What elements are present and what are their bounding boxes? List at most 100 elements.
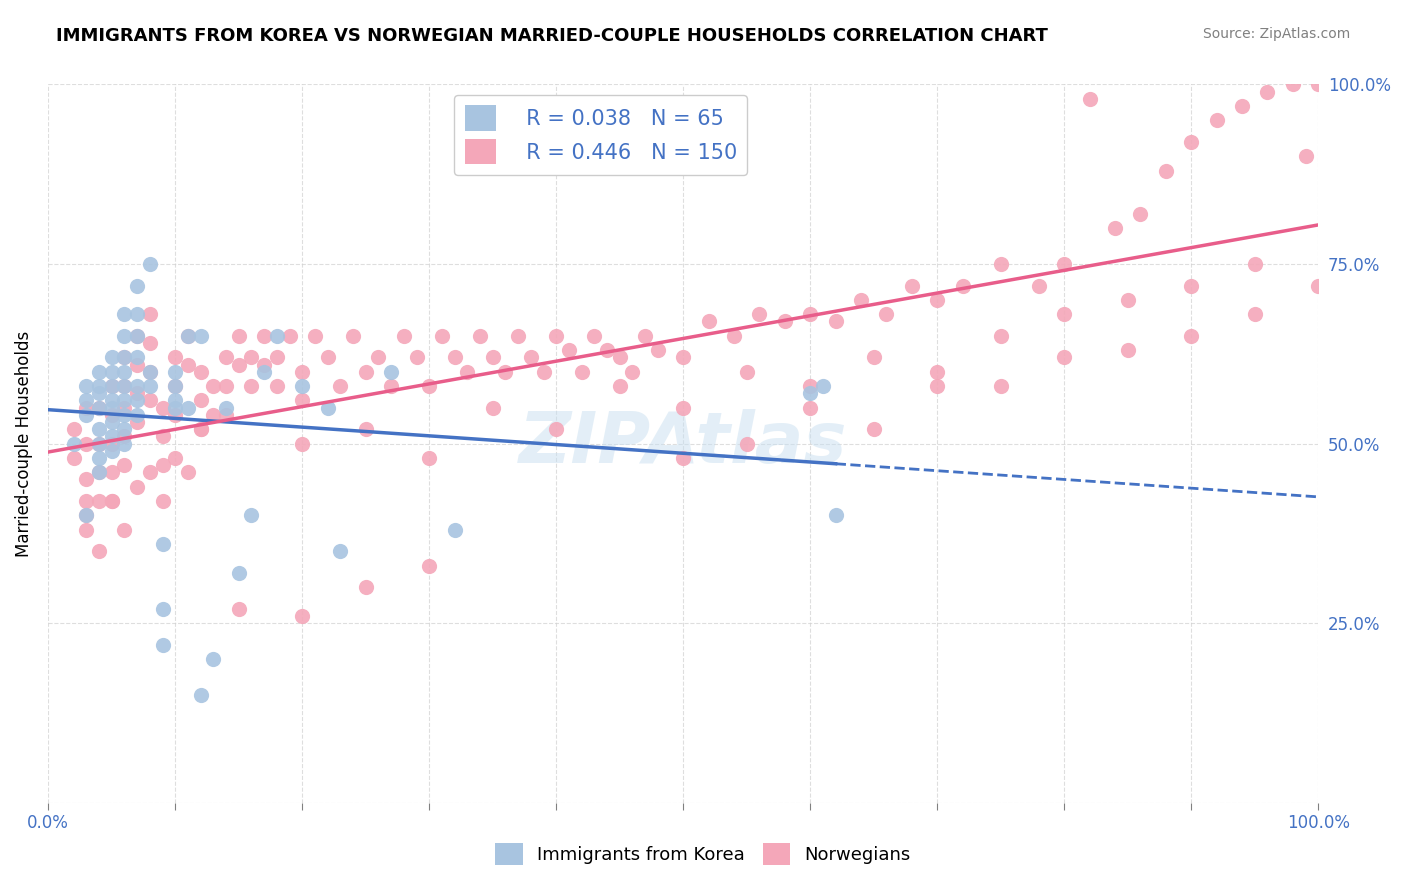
Point bbox=[152, 601, 174, 615]
Point bbox=[596, 343, 619, 358]
Point bbox=[152, 638, 174, 652]
Point bbox=[609, 379, 631, 393]
Point bbox=[75, 523, 97, 537]
Point bbox=[367, 351, 389, 365]
Point bbox=[418, 379, 440, 393]
Point bbox=[165, 393, 187, 408]
Point bbox=[87, 386, 110, 401]
Point bbox=[481, 351, 503, 365]
Point bbox=[354, 365, 377, 379]
Point bbox=[190, 393, 212, 408]
Point bbox=[266, 351, 288, 365]
Point bbox=[101, 365, 124, 379]
Point bbox=[75, 472, 97, 486]
Point bbox=[329, 379, 352, 393]
Point bbox=[927, 379, 949, 393]
Point bbox=[101, 379, 124, 393]
Point bbox=[291, 608, 314, 623]
Point bbox=[165, 379, 187, 393]
Point bbox=[75, 494, 97, 508]
Point bbox=[405, 351, 427, 365]
Point bbox=[1053, 351, 1076, 365]
Text: Source: ZipAtlas.com: Source: ZipAtlas.com bbox=[1202, 27, 1350, 41]
Point bbox=[127, 278, 149, 293]
Point bbox=[127, 351, 149, 365]
Point bbox=[1116, 343, 1139, 358]
Point bbox=[215, 379, 238, 393]
Point bbox=[87, 465, 110, 479]
Point bbox=[354, 422, 377, 436]
Point bbox=[990, 379, 1012, 393]
Point bbox=[127, 328, 149, 343]
Point bbox=[152, 458, 174, 472]
Point bbox=[1230, 99, 1253, 113]
Point bbox=[354, 580, 377, 594]
Point bbox=[87, 422, 110, 436]
Point bbox=[127, 307, 149, 321]
Point bbox=[114, 429, 136, 443]
Point bbox=[139, 465, 162, 479]
Point bbox=[952, 278, 974, 293]
Point bbox=[1053, 257, 1076, 271]
Point bbox=[190, 422, 212, 436]
Point bbox=[152, 537, 174, 551]
Point bbox=[75, 408, 97, 422]
Point bbox=[1243, 257, 1265, 271]
Legend:   R = 0.038   N = 65,   R = 0.446   N = 150: R = 0.038 N = 65, R = 0.446 N = 150 bbox=[454, 95, 747, 175]
Point bbox=[571, 365, 593, 379]
Point bbox=[114, 458, 136, 472]
Point bbox=[1180, 135, 1202, 149]
Point bbox=[1295, 149, 1317, 163]
Point bbox=[101, 351, 124, 365]
Point bbox=[114, 351, 136, 365]
Point bbox=[773, 314, 796, 328]
Point bbox=[101, 494, 124, 508]
Point bbox=[253, 365, 276, 379]
Point bbox=[127, 379, 149, 393]
Point bbox=[811, 379, 834, 393]
Point bbox=[127, 393, 149, 408]
Point bbox=[215, 408, 238, 422]
Point bbox=[392, 328, 415, 343]
Point bbox=[87, 465, 110, 479]
Point bbox=[190, 328, 212, 343]
Point bbox=[87, 450, 110, 465]
Point bbox=[329, 544, 352, 558]
Point bbox=[380, 365, 402, 379]
Point bbox=[127, 328, 149, 343]
Point bbox=[735, 436, 758, 450]
Point bbox=[139, 379, 162, 393]
Point bbox=[75, 436, 97, 450]
Point bbox=[1282, 78, 1305, 92]
Point bbox=[799, 307, 821, 321]
Point bbox=[266, 379, 288, 393]
Point bbox=[291, 436, 314, 450]
Point bbox=[1180, 328, 1202, 343]
Point bbox=[253, 358, 276, 372]
Point bbox=[62, 450, 84, 465]
Point bbox=[127, 480, 149, 494]
Point bbox=[672, 450, 695, 465]
Point bbox=[114, 351, 136, 365]
Point bbox=[862, 351, 884, 365]
Point bbox=[177, 465, 200, 479]
Point bbox=[1078, 92, 1101, 106]
Point bbox=[75, 401, 97, 415]
Point bbox=[62, 436, 84, 450]
Point bbox=[495, 365, 517, 379]
Point bbox=[127, 415, 149, 429]
Point bbox=[228, 358, 250, 372]
Point bbox=[291, 365, 314, 379]
Point bbox=[101, 393, 124, 408]
Point bbox=[215, 401, 238, 415]
Point bbox=[87, 436, 110, 450]
Point bbox=[1053, 307, 1076, 321]
Point bbox=[546, 328, 568, 343]
Point bbox=[418, 450, 440, 465]
Point bbox=[114, 365, 136, 379]
Point bbox=[101, 436, 124, 450]
Point bbox=[253, 328, 276, 343]
Point bbox=[114, 379, 136, 393]
Point bbox=[456, 365, 478, 379]
Point bbox=[672, 401, 695, 415]
